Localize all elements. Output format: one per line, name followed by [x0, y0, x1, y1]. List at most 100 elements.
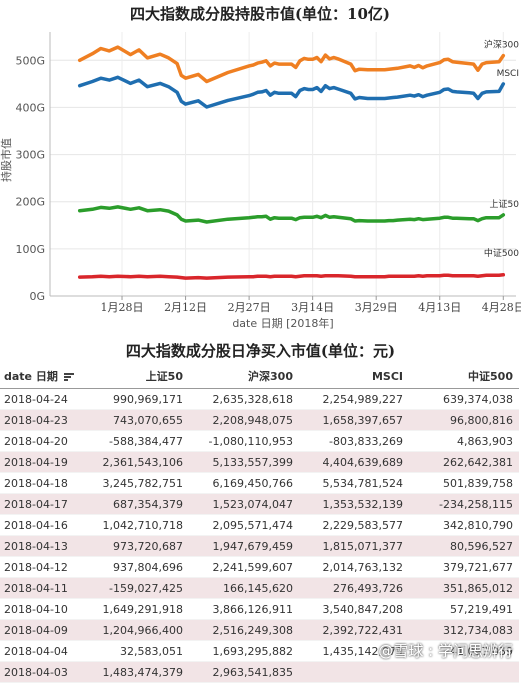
cell-csi300: 1,523,074,047: [189, 493, 299, 515]
x-tick-label: 1月28日: [101, 301, 144, 314]
cell-csi500: 379,721,677: [409, 556, 519, 578]
cell-csi500: 312,734,083: [409, 619, 519, 641]
cell-date: 2018-04-03: [0, 661, 100, 683]
table-row: 2018-04-18 3,245,782,751 6,169,450,766 5,53…: [0, 472, 519, 494]
table-row: 2018-04-20 -588,384,477 -1,080,110,953 -803…: [0, 430, 519, 452]
cell-csi500: 80,596,527: [409, 535, 519, 557]
cell-msci: 1,435,142,079: [299, 640, 409, 662]
cell-sse50: 3,245,782,751: [100, 472, 189, 494]
cell-csi500: 351,865,012: [409, 577, 519, 599]
table-row: 2018-04-13 973,720,687 1,947,679,459 1,815,…: [0, 535, 519, 557]
series-labels: 沪深300 MSCI 上证50 中证500: [484, 39, 519, 259]
cell-date: 2018-04-17: [0, 493, 100, 515]
y-tick-label: 300G: [15, 149, 45, 162]
header-csi500[interactable]: 中证500: [409, 364, 519, 389]
header-sse50[interactable]: 上证50: [100, 364, 189, 389]
y-tick-label: 200G: [15, 196, 45, 209]
y-tick-label: 0G: [29, 290, 45, 303]
cell-msci: 276,493,726: [299, 577, 409, 599]
cell-date: 2018-04-24: [0, 388, 100, 410]
table-title: 四大指数成分股日净买入市值(单位：元): [125, 342, 396, 360]
cell-msci: 2,229,583,577: [299, 514, 409, 536]
header-date[interactable]: date 日期: [0, 364, 100, 389]
cell-date: 2018-04-18: [0, 472, 100, 494]
cell-sse50: 1,042,710,718: [100, 514, 189, 536]
cell-csi300: 2,095,571,474: [189, 514, 299, 536]
cell-sse50: 687,354,379: [100, 493, 189, 515]
cell-csi500: 639,374,038: [409, 388, 519, 410]
chart-title: 四大指数成分股持股市值(单位：10亿): [130, 5, 390, 23]
table-row: 2018-04-04 32,583,051 1,693,295,882 1,435,1…: [0, 640, 519, 662]
cell-sse50: 2,361,543,106: [100, 451, 189, 473]
series-line: [77, 45, 506, 84]
x-tick-label: 2月12日: [164, 301, 207, 314]
cell-sse50: 32,583,051: [100, 640, 189, 662]
cell-msci: 2,392,722,431: [299, 619, 409, 641]
cell-date: 2018-04-13: [0, 535, 100, 557]
cell-msci: 2,254,989,227: [299, 388, 409, 410]
sort-icon[interactable]: [63, 372, 74, 382]
cell-msci: 4,404,639,689: [299, 451, 409, 473]
cell-csi500: 501,839,758: [409, 472, 519, 494]
x-tick-label: 2月27日: [228, 301, 271, 314]
table-row: 2018-04-11 -159,027,425 166,145,620 276,493…: [0, 577, 519, 599]
x-tick-label: 3月29日: [355, 301, 398, 314]
cell-date: 2018-04-20: [0, 430, 100, 452]
series-line: [77, 273, 506, 280]
cell-csi300: -1,080,110,953: [189, 430, 299, 452]
cell-csi500: -41,097,039: [409, 640, 519, 662]
cell-csi300: 2,208,948,075: [189, 409, 299, 431]
cell-csi300: 1,693,295,882: [189, 640, 299, 662]
cell-csi500: 57,219,491: [409, 598, 519, 620]
series-lines: [77, 45, 506, 280]
cell-csi300: 5,133,557,399: [189, 451, 299, 473]
series-label: MSCI: [497, 69, 519, 79]
x-axis-label: date 日期 [2018年]: [232, 316, 333, 330]
cell-csi500: 4,863,903: [409, 430, 519, 452]
cell-date: 2018-04-19: [0, 451, 100, 473]
table-row: 2018-04-17 687,354,379 1,523,074,047 1,353,…: [0, 493, 519, 515]
header-msci[interactable]: MSCI: [299, 364, 409, 389]
cell-csi300: 2,963,541,835: [189, 661, 299, 683]
table-row: 2018-04-10 1,649,291,918 3,866,126,911 3,54…: [0, 598, 519, 620]
header-csi300[interactable]: 沪深300: [189, 364, 299, 389]
y-axis-label: 持股市值: [0, 138, 13, 182]
cell-sse50: 1,204,966,400: [100, 619, 189, 641]
cell-date: 2018-04-12: [0, 556, 100, 578]
table-row: 2018-04-09 1,204,966,400 2,516,249,308 2,39…: [0, 619, 519, 641]
table-row: 2018-04-03 1,483,474,379 2,963,541,835: [0, 661, 519, 683]
cell-csi500: 342,810,790: [409, 514, 519, 536]
y-tick-label: 500G: [15, 54, 45, 67]
table-row: 2018-04-23 743,070,655 2,208,948,075 1,658,…: [0, 409, 519, 431]
cell-csi300: 166,145,620: [189, 577, 299, 599]
watermark: @雪球 : 学问思辨行: [378, 642, 513, 660]
line-chart: 四大指数成分股持股市值(单位：10亿) 0G 100G 200G 300G 400G 50…: [0, 5, 521, 330]
y-axis-ticks: 0G 100G 200G 300G 400G 500G: [15, 54, 45, 303]
table-row: 2018-04-19 2,361,543,106 5,133,557,399 4,40…: [0, 451, 519, 473]
cell-date: 2018-04-11: [0, 577, 100, 599]
cell-sse50: 743,070,655: [100, 409, 189, 431]
cell-date: 2018-04-10: [0, 598, 100, 620]
y-tick-label: 100G: [15, 243, 45, 256]
x-tick-label: 3月14日: [291, 301, 334, 314]
cell-msci: 2,014,763,132: [299, 556, 409, 578]
table-header-row: date 日期 上证50 沪深300 MSCI 中证500: [0, 364, 519, 389]
net-buy-table: date 日期 上证50 沪深300 MSCI 中证500 2018-04-24…: [0, 364, 519, 683]
cell-sse50: -588,384,477: [100, 430, 189, 452]
cell-sse50: 1,483,474,379: [100, 661, 189, 683]
cell-date: 2018-04-23: [0, 409, 100, 431]
grid-lines: [50, 32, 516, 297]
cell-csi300: 2,241,599,607: [189, 556, 299, 578]
series-line: [77, 205, 506, 224]
y-tick-label: 400G: [15, 101, 45, 114]
cell-msci: 1,815,071,377: [299, 535, 409, 557]
series-label: 中证500: [484, 247, 519, 259]
x-tick-label: 4月13日: [418, 301, 461, 314]
cell-date: 2018-04-16: [0, 514, 100, 536]
cell-csi300: 2,635,328,618: [189, 388, 299, 410]
x-tick-label: 4月28日: [482, 301, 521, 314]
x-axis-ticks: 1月28日 2月12日 2月27日 3月14日 3月29日 4月13日 4月28日: [101, 296, 521, 314]
cell-sse50: 973,720,687: [100, 535, 189, 557]
cell-csi300: 1,947,679,459: [189, 535, 299, 557]
cell-sse50: 990,969,171: [100, 388, 189, 410]
